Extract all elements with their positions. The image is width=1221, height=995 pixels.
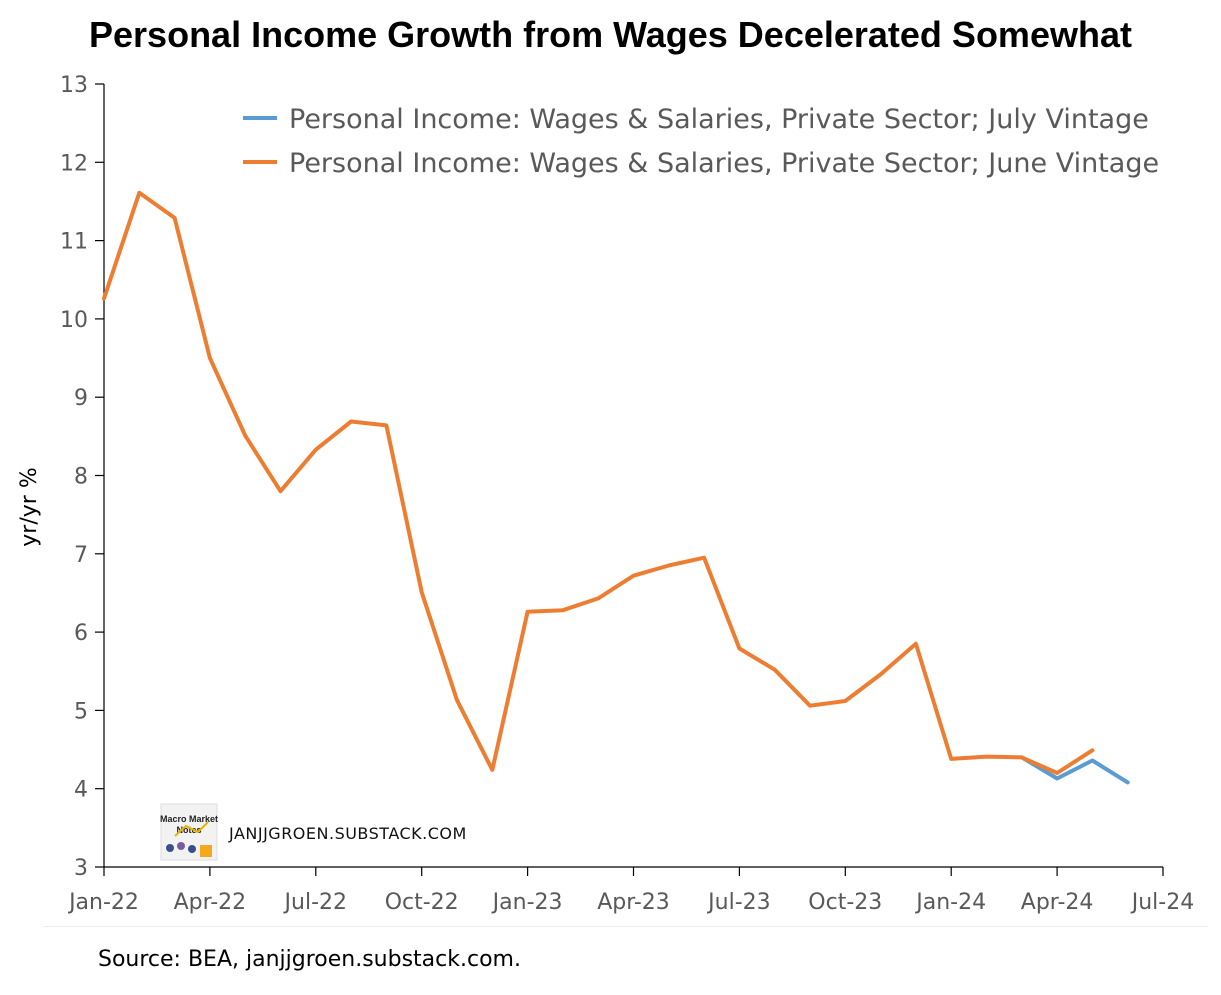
legend-label: Personal Income: Wages & Salaries, Priva… xyxy=(289,104,1149,135)
y-tick-label: 4 xyxy=(74,778,88,803)
x-tick-label: Jul-22 xyxy=(283,890,347,915)
source-note: Source: BEA, janjjgroen.substack.com. xyxy=(98,947,521,972)
series-line-july-vintage xyxy=(1019,755,1130,785)
y-tick-label: 8 xyxy=(74,465,88,490)
y-tick-label: 5 xyxy=(74,699,88,724)
watermark: Macro Market Notes JANJJGROEN.SUBSTACK.C… xyxy=(160,803,467,861)
y-tick-label: 10 xyxy=(60,308,88,333)
y-tick-label: 7 xyxy=(74,543,88,568)
watermark-text: JANJJGROEN.SUBSTACK.COM xyxy=(228,824,467,843)
legend: Personal Income: Wages & Salaries, Priva… xyxy=(243,104,1159,179)
y-tick-label: 12 xyxy=(60,151,88,176)
x-tick-label: Jan-22 xyxy=(67,890,139,915)
y-tick-label: 3 xyxy=(74,856,88,881)
axes: 3 4 5 6 7 8 9 10 11 12 13 Jan-22 Apr-22 Jul-22 Oct-22 J… xyxy=(60,73,1194,915)
x-tick-label: Jul-23 xyxy=(706,890,770,915)
x-tick-label: Apr-24 xyxy=(1021,890,1094,915)
line-chart: 3 4 5 6 7 8 9 10 11 12 13 Jan-22 Apr-22 Jul-22 Oct-22 J… xyxy=(17,73,1194,915)
series-layer xyxy=(102,190,1130,785)
macro-market-notes-logo: Macro Market Notes xyxy=(160,803,218,861)
x-tick-label: Oct-23 xyxy=(808,890,882,915)
y-tick-label: 13 xyxy=(60,73,88,98)
x-tick-label: Jul-24 xyxy=(1130,890,1194,915)
chart-title: Personal Income Growth from Wages Decele… xyxy=(89,14,1132,55)
divider xyxy=(44,926,1208,927)
x-tick-label: Jan-23 xyxy=(491,890,563,915)
x-tick-label: Apr-23 xyxy=(597,890,670,915)
y-tick-label: 9 xyxy=(74,386,88,411)
y-axis-label: yr/yr % xyxy=(17,467,42,546)
x-tick-label: Oct-22 xyxy=(385,890,459,915)
legend-label: Personal Income: Wages & Salaries, Priva… xyxy=(289,148,1159,179)
series-line-june-vintage xyxy=(102,190,1095,775)
logo-text: Macro Market xyxy=(160,814,218,824)
x-tick-label: Jan-24 xyxy=(914,890,986,915)
svg-text:Notes: Notes xyxy=(176,825,201,835)
y-tick-label: 11 xyxy=(60,230,88,255)
x-tick-label: Apr-22 xyxy=(174,890,247,915)
y-tick-label: 6 xyxy=(74,621,88,646)
